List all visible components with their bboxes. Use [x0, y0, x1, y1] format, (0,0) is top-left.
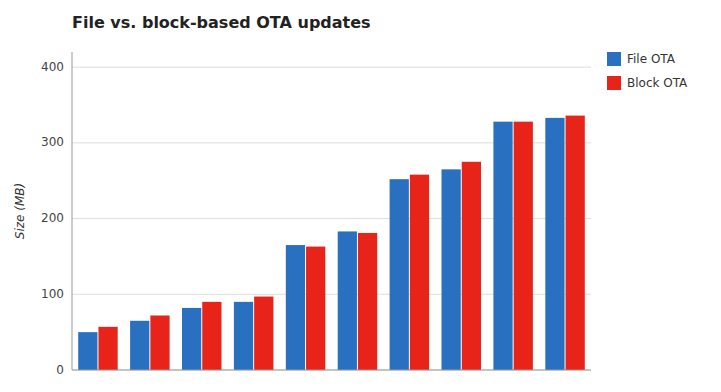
legend-swatch — [607, 76, 621, 90]
y-tick-label: 300 — [41, 135, 64, 149]
legend-swatch — [607, 52, 621, 66]
bar — [98, 327, 117, 370]
grid — [72, 67, 591, 370]
bar — [462, 162, 481, 370]
legend: File OTA Block OTA — [607, 52, 688, 91]
bar — [130, 321, 149, 370]
y-axis-label: Size (MB) — [13, 183, 27, 239]
bar — [306, 247, 325, 370]
bar — [202, 302, 221, 370]
grid-line — [72, 142, 591, 143]
bar — [150, 315, 169, 370]
bar — [493, 122, 512, 370]
bar — [566, 116, 585, 370]
y-tick-label: 400 — [41, 60, 64, 74]
y-tick-label: 200 — [41, 211, 64, 225]
grid-line — [72, 218, 591, 219]
y-axis-line — [72, 52, 73, 370]
bar — [358, 233, 377, 370]
title: File vs. block-based OTA updates — [72, 13, 371, 32]
bar — [545, 118, 564, 370]
bar — [338, 231, 357, 370]
bar — [254, 297, 273, 370]
bar — [514, 122, 533, 370]
bar — [390, 179, 409, 370]
grid-line — [72, 294, 591, 295]
legend-label: Block OTA — [627, 76, 688, 90]
bar — [286, 245, 305, 370]
y-tick-label: 0 — [56, 363, 64, 377]
bar — [78, 332, 97, 370]
bar — [442, 169, 461, 370]
x-axis-line — [72, 370, 591, 371]
legend-label: File OTA — [627, 52, 676, 66]
y-tick-label: 100 — [41, 287, 64, 301]
grid-line — [72, 67, 591, 68]
bar — [234, 302, 253, 370]
bar — [410, 175, 429, 370]
bars — [78, 116, 585, 370]
grid-line — [72, 370, 591, 371]
bar — [182, 308, 201, 370]
chart: 0 100 200 300 400 File vs. block-based OTA up… — [0, 0, 721, 392]
